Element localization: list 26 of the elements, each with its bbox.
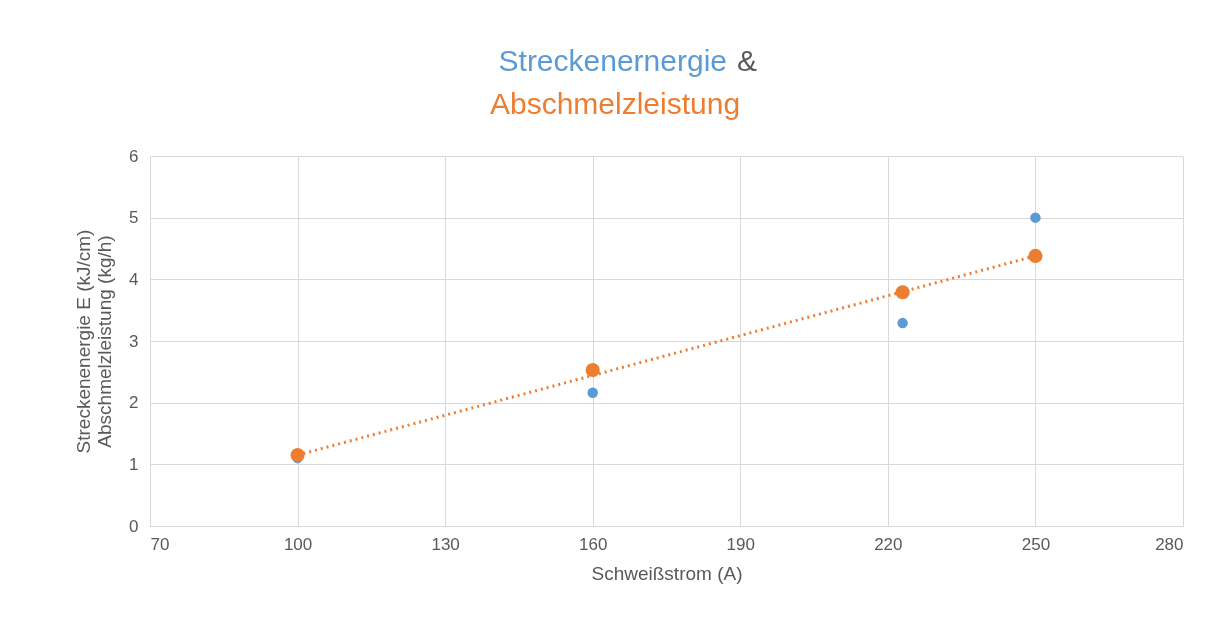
x-tick-label: 250 <box>1021 534 1051 554</box>
x-tick-label: 160 <box>579 534 608 554</box>
y-tick-label: 4 <box>129 269 139 289</box>
point <box>1030 212 1041 223</box>
y-tick-label: 0 <box>129 516 139 536</box>
y-tick-label: 5 <box>129 208 139 228</box>
text: & <box>737 44 758 77</box>
x-tick-label: 190 <box>726 534 755 554</box>
y-tick-label: 1 <box>129 454 139 474</box>
y-tick-label: 2 <box>129 393 139 413</box>
y-tick-label: 6 <box>129 146 139 166</box>
text: Streckenernergie <box>498 44 727 77</box>
x-tick-label: 220 <box>874 534 903 554</box>
y-axis-title: Streckenenergie E (kJ/cm) Abschmelzleistung (kg/h) <box>73 229 116 454</box>
text: Abschmelzleistung <box>489 87 741 120</box>
point <box>1028 248 1043 263</box>
y-tick-label: 3 <box>129 331 139 351</box>
x-axis-title: Schweißstrom (A) <box>591 562 743 584</box>
x-tick-label: 130 <box>431 534 460 554</box>
point <box>585 362 600 378</box>
x-tick-label: 100 <box>283 534 313 554</box>
point <box>587 387 598 399</box>
x-tick-label: 280 <box>1155 534 1184 554</box>
x-tick-label: 70 <box>150 534 170 554</box>
point <box>290 448 305 463</box>
point <box>897 317 908 329</box>
